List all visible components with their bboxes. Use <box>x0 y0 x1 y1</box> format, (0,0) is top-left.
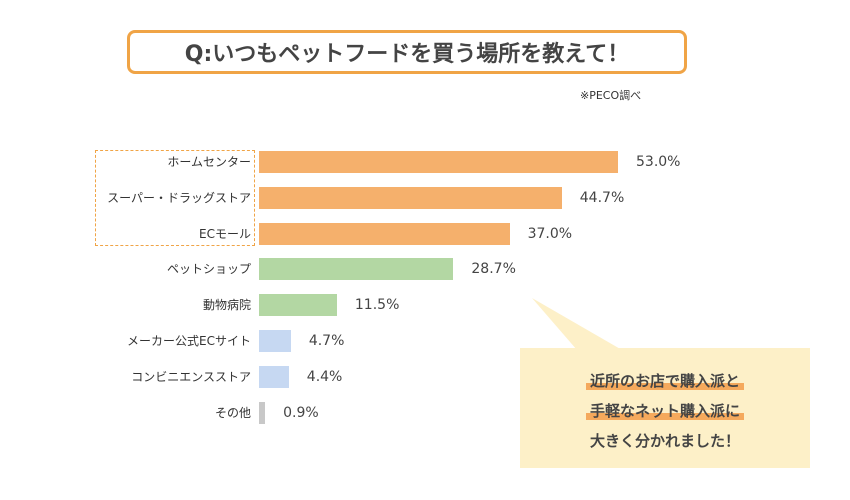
bar <box>259 365 289 388</box>
bar <box>259 151 618 173</box>
value-label: 0.9% <box>283 404 319 421</box>
category-label: コンビニエンスストア <box>131 369 251 384</box>
bar <box>259 294 337 317</box>
callout-text: 近所のお店で購入派と 手軽なネット購入派に 大きく分かれました！ <box>520 368 810 454</box>
value-label: 4.4% <box>306 368 343 385</box>
category-label: メーカー公式ECサイト <box>127 334 251 348</box>
chart-title: Q:いつもペットフードを買う場所を教えて！ <box>127 30 687 74</box>
value-label: 28.7% <box>471 261 516 278</box>
bar <box>259 401 266 424</box>
value-label: 37.0% <box>527 225 573 242</box>
category-label: ペットショップ <box>166 262 251 277</box>
bar <box>259 330 291 352</box>
value-label: 4.7% <box>308 333 345 349</box>
value-label: 53.0% <box>636 154 681 170</box>
category-label: ホームセンター <box>167 155 251 169</box>
bar <box>259 258 454 281</box>
highlight-dashed-box <box>95 150 255 246</box>
value-label: 11.5% <box>354 297 400 314</box>
category-label: ECモール <box>199 226 251 241</box>
bar <box>259 222 510 245</box>
category-label: その他 <box>214 405 251 420</box>
callout-line-3: 大きく分かれました！ <box>589 432 740 450</box>
callout-tail <box>532 298 622 350</box>
category-label: スーパー・ドラッグストア <box>107 190 251 205</box>
value-label: 44.7% <box>579 189 625 206</box>
callout-line-1: 近所のお店で購入派と <box>585 368 744 394</box>
bar <box>259 186 562 209</box>
callout-line-2: 手軽なネット購入派に <box>585 398 744 424</box>
category-label: 動物病院 <box>202 298 251 313</box>
source-note: ※PECO調べ <box>580 89 642 102</box>
